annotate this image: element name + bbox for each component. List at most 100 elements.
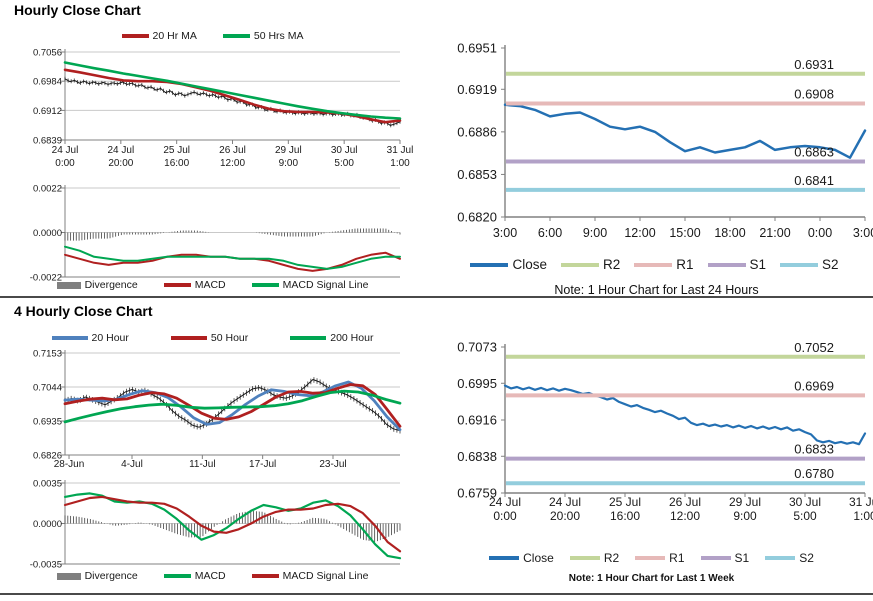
50-hrs-ma-swatch <box>222 34 250 38</box>
svg-text:15:00: 15:00 <box>669 226 700 240</box>
four-hourly-macd-chart: 0.0035 0.0000 -0.0035 <box>0 476 424 572</box>
legend-label: 50 Hrs MA <box>253 30 304 42</box>
svg-text:25 Jul: 25 Jul <box>609 495 641 509</box>
four-hourly-price-chart: 0.7153 0.7044 0.6935 0.6826 28-Jun 4-Jul 11-Ju… <box>0 348 424 472</box>
legend-label: R2 <box>602 257 621 272</box>
legend-item-close: Close <box>470 257 547 272</box>
svg-text:4-Jul: 4-Jul <box>121 459 143 470</box>
200-hour-swatch <box>290 335 327 341</box>
svg-text:29 Jul: 29 Jul <box>729 495 761 509</box>
svg-text:0.6935: 0.6935 <box>33 416 62 427</box>
svg-text:0.7153: 0.7153 <box>33 348 62 359</box>
hourly-pivot-chart: 0.6951 0.6919 0.6886 0.6853 0.6820 3:00 6:00 9:… <box>430 40 873 255</box>
svg-text:0.6839: 0.6839 <box>33 135 62 146</box>
legend-label: S1 <box>734 551 750 565</box>
svg-text:0.6951: 0.6951 <box>457 41 497 56</box>
s1-swatch <box>700 556 731 560</box>
svg-text:9:00: 9:00 <box>279 158 299 169</box>
svg-text:0.0022: 0.0022 <box>33 183 62 194</box>
legend-label: 20 Hr MA <box>152 30 197 42</box>
svg-text:0.6853: 0.6853 <box>457 167 497 182</box>
r2-swatch <box>569 556 600 560</box>
legend-item-20-hour: 20 Hour <box>51 332 129 344</box>
tick-labels: 0.0022 0.0000 -0.0022 <box>30 183 62 283</box>
pivot-label-r1: 0.6908 <box>794 86 834 101</box>
svg-text:0.7073: 0.7073 <box>457 340 497 355</box>
divergence-swatch <box>56 572 81 580</box>
legend-item-s1: S1 <box>707 257 766 272</box>
svg-text:0.7056: 0.7056 <box>33 47 62 58</box>
s2-swatch <box>765 556 796 560</box>
pivot-label-s1: 0.6863 <box>794 145 834 160</box>
legend-label: S2 <box>799 551 814 565</box>
series-macd <box>63 492 402 560</box>
svg-text:24 Jul: 24 Jul <box>549 495 581 509</box>
weekly-pivot-legend: Close R2 R1 S1 S2 <box>430 551 873 565</box>
series-50-hrs-ma <box>63 61 402 120</box>
r2-swatch <box>560 262 599 267</box>
series-close <box>503 103 867 159</box>
svg-text:1:00: 1:00 <box>390 158 410 169</box>
svg-text:31 Jul: 31 Jul <box>849 495 873 509</box>
legend-item-macd: MACD <box>163 570 226 582</box>
divergence-bars <box>64 510 401 542</box>
svg-text:0.6838: 0.6838 <box>457 449 497 464</box>
svg-text:31 Jul: 31 Jul <box>387 145 414 156</box>
legend-label: Close <box>512 257 547 272</box>
legend-item-s1: S1 <box>700 551 750 565</box>
svg-text:9:00: 9:00 <box>583 226 607 240</box>
svg-text:-0.0035: -0.0035 <box>30 559 62 570</box>
section-divider-bottom <box>0 593 873 595</box>
svg-text:0:00: 0:00 <box>493 509 517 523</box>
legend-label: R1 <box>676 257 694 272</box>
svg-text:20:00: 20:00 <box>108 158 133 169</box>
four-hourly-macd-svg: 0.0035 0.0000 -0.0035 <box>30 478 402 570</box>
legend-item-close: Close <box>489 551 554 565</box>
legend-label: Close <box>523 551 554 565</box>
legend-item-s2: S2 <box>765 551 814 565</box>
svg-text:6:00: 6:00 <box>538 226 562 240</box>
svg-text:0.6916: 0.6916 <box>457 413 497 428</box>
axes <box>61 185 400 278</box>
hourly-macd-chart: 0.0022 0.0000 -0.0022 <box>0 180 424 290</box>
svg-text:9:00: 9:00 <box>733 509 757 523</box>
svg-text:0.6826: 0.6826 <box>33 450 62 461</box>
s2-swatch <box>780 262 819 267</box>
legend-item-r1: R1 <box>635 551 685 565</box>
axes <box>501 45 866 221</box>
svg-text:18:00: 18:00 <box>714 226 745 240</box>
pivot-lines: 0.7052 0.6969 0.6833 0.6780 <box>506 340 865 486</box>
svg-text:25 Jul: 25 Jul <box>163 145 190 156</box>
svg-text:12:00: 12:00 <box>624 226 655 240</box>
hourly-price-legend: 20 Hr MA 50 Hrs MA <box>40 30 385 42</box>
svg-text:0.6820: 0.6820 <box>457 210 497 225</box>
legend-label: Divergence <box>84 279 138 291</box>
legend-label: MACD <box>194 570 226 582</box>
svg-text:3:00: 3:00 <box>493 226 517 240</box>
legend-item-macd: MACD <box>163 279 226 291</box>
svg-text:0.6984: 0.6984 <box>33 77 62 88</box>
pivot-label-r1: 0.6969 <box>794 378 834 393</box>
20-hr-ma-swatch <box>121 34 149 38</box>
macd-swatch <box>163 283 191 287</box>
svg-text:0.7044: 0.7044 <box>33 382 62 393</box>
close-swatch <box>489 556 520 560</box>
hourly-macd-legend: Divergence MACD MACD Signal Line <box>40 279 385 291</box>
legend-label: MACD Signal Line <box>282 570 369 582</box>
legend-item-divergence: Divergence <box>56 279 138 291</box>
legend-item-50-hrs-ma: 50 Hrs MA <box>222 30 304 42</box>
pivot-lines: 0.6931 0.6908 0.6863 0.6841 <box>506 57 865 192</box>
svg-text:0.6912: 0.6912 <box>33 106 62 117</box>
svg-text:0.6919: 0.6919 <box>457 82 497 97</box>
series-close <box>64 76 401 128</box>
legend-label: R1 <box>669 551 685 565</box>
20-hour-swatch <box>51 335 88 341</box>
r1-swatch <box>635 556 666 560</box>
pivot-label-r2: 0.6931 <box>794 57 834 72</box>
s1-swatch <box>707 262 746 267</box>
series-macd-signal-line <box>64 245 401 270</box>
